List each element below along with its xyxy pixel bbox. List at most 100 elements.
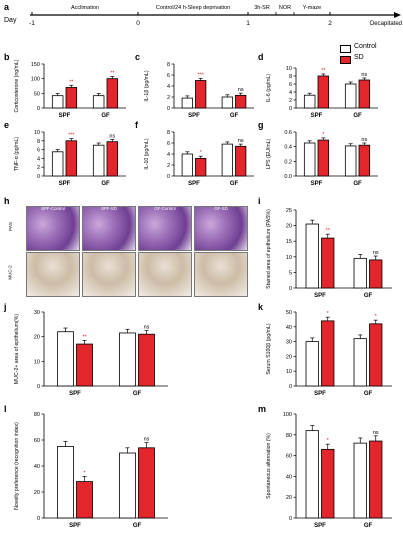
y-tick-label: 60	[286, 454, 292, 460]
legend: Control SD	[340, 43, 402, 67]
y-tick-label: 0.0	[284, 174, 292, 180]
y-tick-label: 0	[289, 106, 292, 112]
panel-letter-k: k	[258, 302, 264, 312]
micrograph-muc2-gf-control	[138, 252, 192, 297]
panel-letter-m: m	[258, 404, 267, 414]
significance-label: **	[69, 79, 74, 85]
x-tick-label: SPF	[69, 391, 81, 397]
bar	[106, 78, 119, 109]
y-tick-label: 0	[289, 516, 292, 522]
significance-label: **	[321, 68, 326, 74]
y-tick-label: 0	[37, 106, 40, 112]
y-tick-label: 10	[34, 130, 40, 136]
chart-novelty: Novelty preference (recognition index) 0 2…	[14, 412, 168, 529]
x-tick-label: GF	[353, 181, 362, 187]
bar	[195, 158, 207, 177]
bar	[106, 141, 119, 177]
bar	[369, 259, 383, 289]
bar	[138, 333, 155, 387]
y-tick-label: 10	[34, 359, 40, 365]
bar	[119, 332, 136, 387]
significance-label: ns	[361, 72, 367, 78]
y-tick-label: 20	[34, 335, 40, 341]
y-tick-label: 8	[167, 130, 170, 136]
x-tick-label: SPF	[188, 113, 200, 119]
y-tick-label: 2	[167, 163, 170, 169]
y-axis-label: IL-1β (pg/mL)	[144, 70, 150, 102]
significance-label: ns	[373, 430, 379, 436]
micrograph-muc2-gf-sd	[194, 252, 248, 297]
panel-letter-f: f	[135, 120, 138, 130]
x-tick-label: SPF	[314, 523, 326, 529]
bar	[344, 145, 357, 177]
y-tick-label: 100	[283, 412, 292, 418]
panel-letter-c: c	[135, 52, 141, 62]
y-tick-label: 50	[286, 310, 292, 316]
bar	[221, 96, 233, 109]
timeline-phase-label: NOR	[279, 5, 291, 11]
chart-il6: IL-6 (pg/mL) 0 2 4 6 8 10 SPF ** GF ns	[266, 66, 378, 119]
bar	[321, 320, 335, 387]
panel-letter-g: g	[258, 120, 264, 130]
bar	[321, 448, 335, 519]
significance-label: *	[327, 311, 330, 317]
significance-label: **	[82, 334, 87, 340]
y-tick-label: 10	[286, 255, 292, 261]
x-tick-label: GF	[133, 523, 142, 529]
significance-label: ns	[109, 133, 115, 139]
panel-letter-i: i	[258, 196, 261, 206]
x-tick-label: GF	[101, 181, 110, 187]
bar	[235, 94, 247, 109]
y-tick-label: 2	[289, 98, 292, 104]
y-tick-label: 60	[34, 438, 40, 444]
bar	[76, 343, 93, 387]
x-tick-label: SPF	[314, 293, 326, 299]
bar	[353, 257, 367, 289]
legend-control-label: Control	[354, 43, 377, 50]
y-tick-label: 4	[167, 84, 170, 90]
bar	[344, 83, 357, 109]
bar	[305, 223, 319, 289]
bar	[369, 323, 383, 387]
timeline: Day -1 0 1 2 Acclimation Control/24 h-Sleep de…	[4, 5, 402, 27]
y-tick-label: 2	[167, 95, 170, 101]
y-tick-label: 40	[34, 464, 40, 470]
legend-sd-label: SD	[354, 54, 364, 61]
bar	[51, 95, 64, 109]
micrograph-muc2-spf-sd	[82, 252, 136, 297]
y-tick-label: 8	[37, 139, 40, 145]
x-tick-label: GF	[101, 113, 110, 119]
y-tick-label: 25	[286, 208, 292, 214]
significance-label: ns	[144, 325, 150, 331]
timeline-day-label: Day	[4, 17, 17, 24]
bar	[317, 139, 330, 177]
y-tick-label: 4	[167, 152, 170, 158]
row-label-muc2: MUC-2	[7, 265, 13, 280]
bar	[195, 80, 207, 109]
micrograph-pas-gf-control: GF-Control	[138, 206, 192, 251]
significance-label: *	[375, 314, 378, 320]
bar	[181, 97, 193, 109]
chart-pas-area: Stained area of epithelium (PAS%) 0 5 10 15 2…	[266, 208, 392, 299]
y-axis-label: Novelty preference (recognition index)	[14, 422, 20, 510]
significance-label: *	[200, 150, 203, 156]
chart-tnfa: TNF-α (pg/mL) 0 2 4 6 8 10 SPF *** GF ns	[14, 130, 126, 187]
timeline-tick-label: 1	[246, 20, 250, 27]
x-tick-label: SPF	[59, 113, 71, 119]
bar	[235, 145, 247, 177]
panel-letter-l: l	[4, 404, 7, 414]
y-tick-label: 0	[289, 286, 292, 292]
bar	[65, 87, 78, 109]
bar	[317, 75, 330, 109]
y-axis-label: LPS (EU/mL)	[266, 138, 272, 169]
chart-il10: IL-10 (pg/mL) 0 2 4 6 8 SPF * GF ns	[144, 130, 254, 187]
bar	[119, 452, 136, 519]
y-tick-label: 6	[167, 73, 170, 79]
x-tick-label: SPF	[311, 181, 323, 187]
bar	[92, 95, 105, 109]
x-tick-label: GF	[364, 523, 373, 529]
bar	[305, 341, 319, 387]
chart-corticosterone: Corticosterone (ng/mL) 0 50 100 150 SPF ** GF **	[14, 59, 126, 119]
y-axis-label: IL-10 (pg/mL)	[144, 138, 150, 169]
